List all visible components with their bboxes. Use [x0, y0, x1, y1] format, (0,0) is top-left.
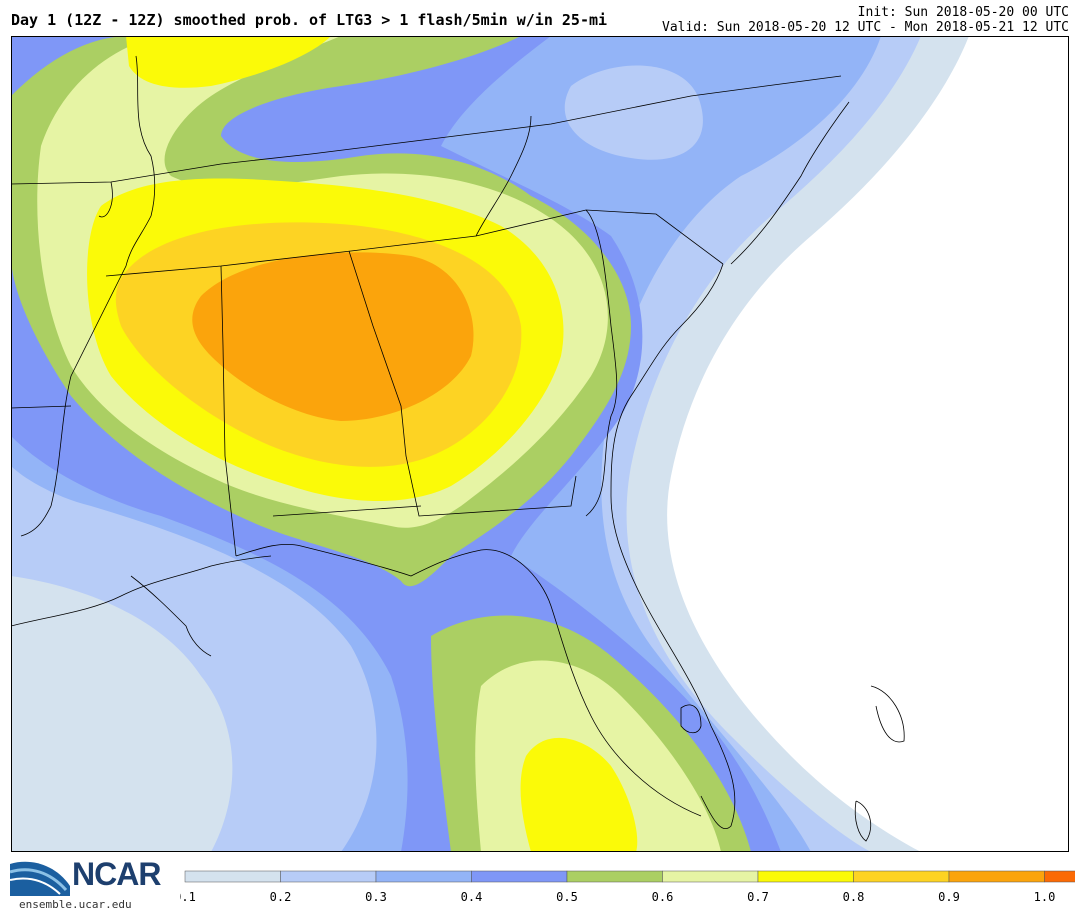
prob-band-0.9 — [192, 252, 474, 421]
map-frame — [11, 36, 1069, 852]
map-title: Day 1 (12Z - 12Z) smoothed prob. of LTG3… — [11, 11, 608, 29]
colorbar-segment — [471, 870, 568, 883]
valid-time: Valid: Sun 2018-05-20 12 UTC - Mon 2018-… — [662, 20, 1069, 35]
colorbar-label: 1.0 — [1034, 890, 1056, 904]
colorbar-segment — [566, 870, 663, 883]
colorbar-segment — [280, 870, 377, 883]
state-borders — [11, 55, 905, 842]
colorbar-segment — [853, 870, 950, 883]
ensemble-url: ensemble.ucar.edu — [19, 898, 132, 911]
colorbar-label: 0.7 — [747, 890, 769, 904]
prob-patch-0.7-north — [126, 36, 331, 88]
colorbar-segment — [1044, 870, 1075, 883]
colorbar-label: 0.6 — [652, 890, 674, 904]
colorbar-segment — [184, 870, 281, 883]
colorbar-label: 0.3 — [365, 890, 387, 904]
colorbar-segment — [757, 870, 854, 883]
colorbar-label: 0.2 — [270, 890, 292, 904]
init-time: Init: Sun 2018-05-20 00 UTC — [857, 5, 1069, 20]
colorbar-label: 0.9 — [938, 890, 960, 904]
prob-florida-0.7 — [520, 737, 638, 852]
ncar-swoosh-icon — [10, 861, 70, 896]
colorbar-label: 0.5 — [556, 890, 578, 904]
probability-colorbar: 0.1 0.2 0.3 0.4 0.5 0.6 0.7 0.8 0.9 1.0 — [180, 870, 1075, 904]
colorbar-label: 0.8 — [843, 890, 865, 904]
colorbar-segment — [375, 870, 472, 883]
colorbar-label: 0.4 — [461, 890, 483, 904]
colorbar-segment — [662, 870, 759, 883]
probability-map — [11, 36, 1069, 852]
ncar-wordmark: NCAR — [72, 856, 161, 892]
ncar-logo: NCAR ensemble.ucar.edu — [10, 856, 161, 912]
colorbar-label: 0.1 — [180, 890, 196, 904]
colorbar-segment — [948, 870, 1045, 883]
prob-pocket-0.2 — [564, 65, 703, 160]
